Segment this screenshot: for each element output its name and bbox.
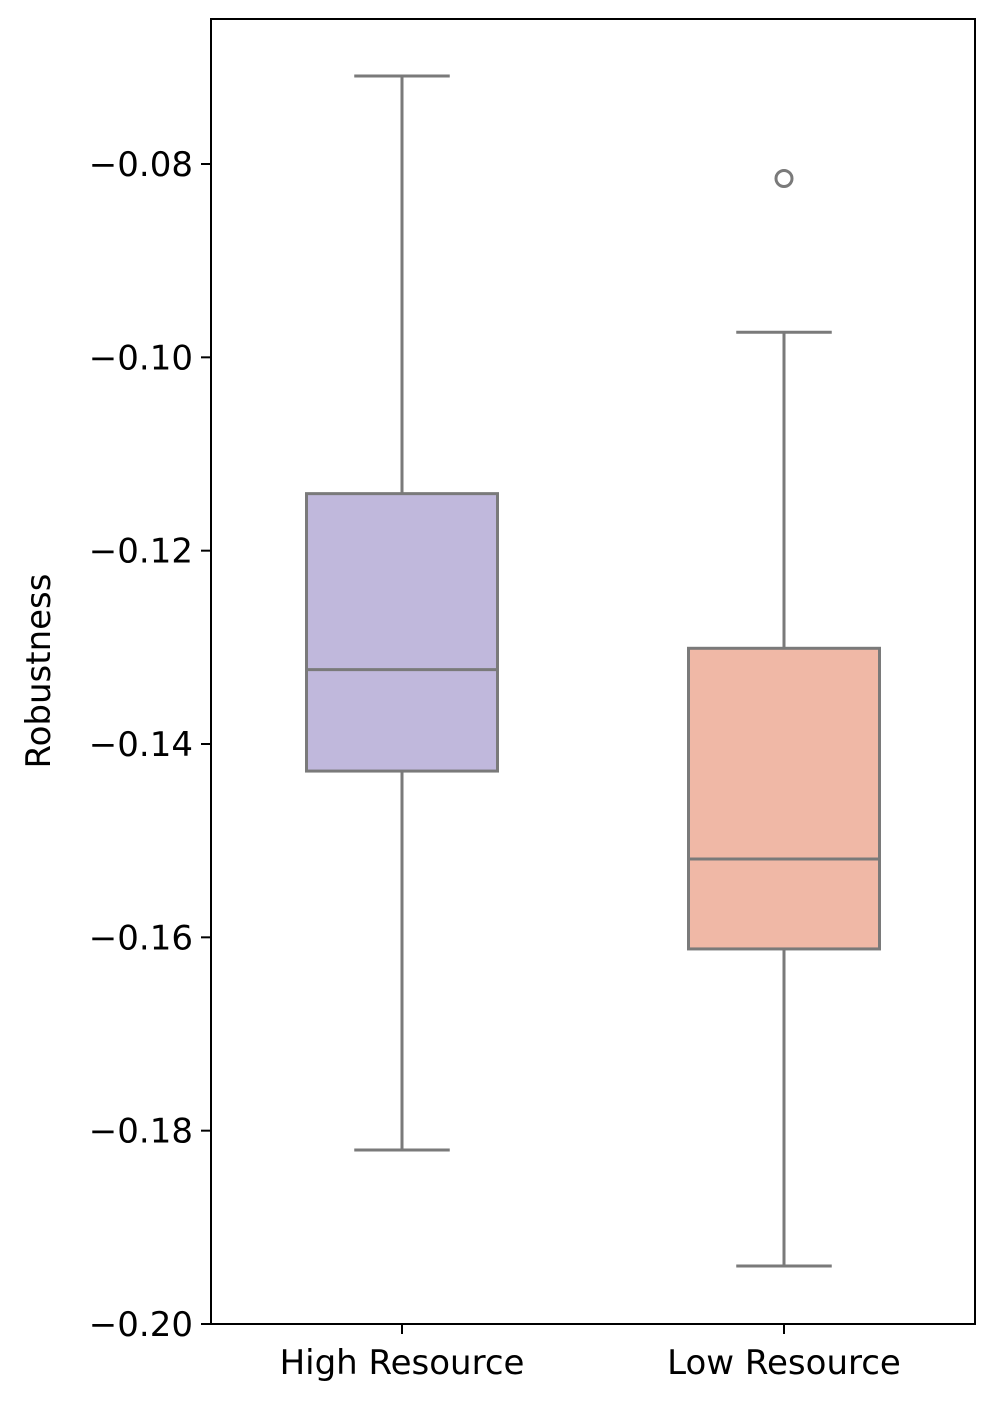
- y-tick-label: −0.08: [89, 145, 193, 185]
- axes-frame: [210, 18, 976, 1325]
- plot-area: [305, 74, 881, 1268]
- y-axis-label: Robustness: [19, 574, 59, 769]
- y-tick-label: −0.16: [89, 918, 193, 958]
- box-group: [305, 74, 499, 1152]
- box-iqr: [305, 492, 499, 773]
- outlier-point: [774, 169, 794, 188]
- x-axis: High Resource Low Resource: [280, 1324, 901, 1383]
- box-iqr: [687, 646, 881, 951]
- y-tick-label: −0.20: [89, 1305, 193, 1345]
- x-tick-label: Low Resource: [667, 1343, 901, 1383]
- y-tick-label: −0.10: [89, 338, 193, 378]
- x-tick-label: High Resource: [280, 1343, 525, 1383]
- box-group: [687, 169, 881, 1268]
- y-tick-label: −0.14: [89, 725, 193, 765]
- y-tick-label: −0.18: [89, 1112, 193, 1152]
- y-axis: −0.08 −0.10 −0.12 −0.14 −0.16 −0.18 −0.20: [89, 145, 211, 1345]
- y-tick-label: −0.12: [89, 532, 193, 572]
